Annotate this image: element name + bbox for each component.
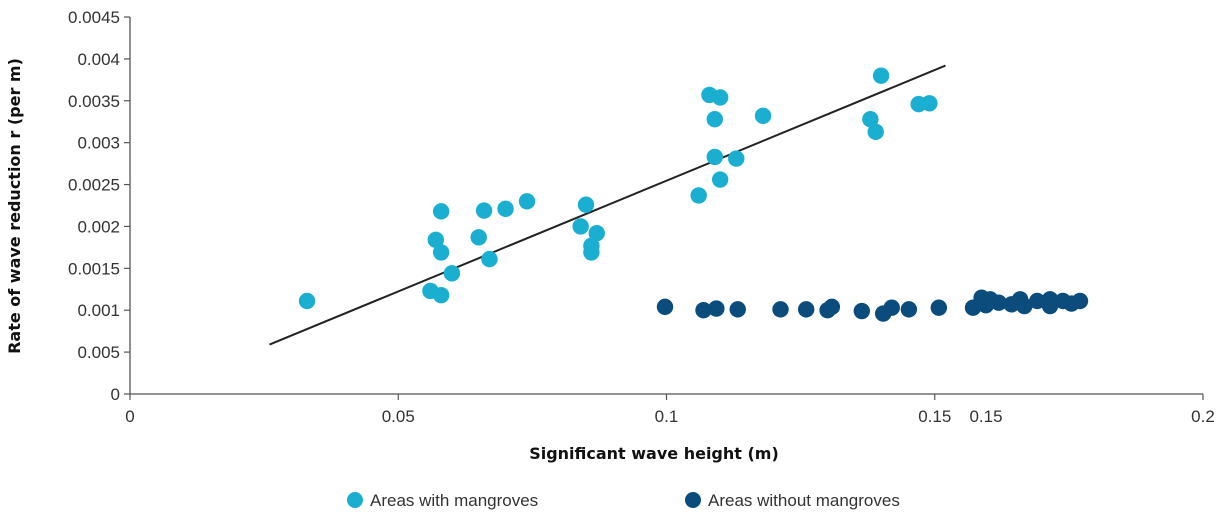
data-point — [711, 171, 729, 188]
data-point — [1071, 292, 1089, 310]
trendline-group — [269, 64, 946, 346]
data-point — [518, 193, 536, 210]
x-axis-title: Significant wave height (m) — [529, 444, 779, 463]
legend: Areas with mangroves Areas without mangr… — [347, 491, 900, 510]
data-point — [729, 301, 746, 318]
series-with-mangroves — [298, 67, 938, 310]
y-tick-label: 0.002 — [77, 217, 120, 236]
data-point — [900, 301, 918, 318]
data-point — [298, 292, 316, 310]
data-point — [427, 231, 445, 249]
data-point — [588, 224, 605, 242]
y-tick-label: 0 — [111, 385, 120, 404]
x-tick-label: 0.05 — [382, 407, 415, 426]
data-point — [1029, 292, 1046, 310]
y-tick-label: 0.003 — [77, 134, 120, 153]
data-point — [706, 148, 723, 166]
data-point — [853, 302, 871, 320]
data-point — [990, 294, 1007, 311]
data-point — [432, 244, 450, 261]
data-point — [470, 229, 487, 246]
data-point — [754, 107, 772, 125]
legend-label-with-mangroves: Areas with mangroves — [370, 491, 538, 510]
data-point — [572, 218, 589, 235]
data-point — [706, 111, 723, 128]
data-point — [1016, 297, 1033, 315]
data-point — [583, 237, 600, 254]
data-point — [872, 67, 890, 84]
data-point — [772, 301, 789, 318]
legend-item-without-mangroves: Areas without mangroves — [685, 491, 900, 510]
data-point — [475, 202, 493, 219]
data-point — [708, 300, 725, 317]
legend-swatch-without-mangroves — [685, 492, 701, 508]
y-tick-label: 0.001 — [77, 301, 120, 320]
data-point — [862, 111, 879, 128]
y-tick-label: 0.0025 — [68, 176, 120, 195]
data-point — [797, 301, 815, 318]
data-point — [930, 299, 948, 316]
x-tick-label-extra: 0.15 — [969, 407, 1002, 426]
data-point — [443, 265, 461, 282]
x-axis-ticks: 0 0.05 0.1 0.15 0.2 0.15 — [125, 394, 1215, 426]
data-points — [298, 67, 1089, 322]
trendline — [269, 64, 946, 346]
y-axis-title: Rate of wave reduction r (per m) — [5, 58, 24, 354]
data-point — [690, 187, 707, 204]
y-axis-ticks: 0 0.005 0.001 0.0015 0.002 0.0025 0.003 0.0035 0… — [68, 8, 130, 404]
data-point — [711, 89, 729, 106]
x-tick-label: 0 — [125, 407, 134, 426]
data-point — [656, 298, 674, 316]
data-point — [481, 250, 498, 268]
y-tick-label: 0.0035 — [68, 92, 120, 111]
y-tick-label: 0.0015 — [68, 259, 120, 278]
data-point — [921, 95, 938, 112]
data-point — [883, 299, 900, 316]
data-point — [695, 302, 712, 319]
data-point — [497, 200, 514, 218]
data-point — [728, 150, 745, 167]
y-tick-label: 0.0045 — [68, 8, 120, 27]
data-point — [432, 286, 450, 304]
series-without-mangroves — [656, 289, 1089, 322]
y-tick-label: 0.004 — [77, 50, 120, 69]
data-point — [432, 203, 450, 220]
legend-swatch-with-mangroves — [347, 492, 363, 508]
legend-item-with-mangroves: Areas with mangroves — [347, 491, 538, 510]
data-point — [823, 298, 841, 316]
axes — [129, 17, 1203, 395]
x-tick-label: 0.15 — [918, 407, 951, 426]
y-tick-label: 0.005 — [77, 343, 120, 362]
x-tick-label: 0.2 — [1191, 407, 1215, 426]
data-point — [1041, 291, 1059, 308]
data-point — [577, 196, 595, 213]
x-tick-label: 0.1 — [655, 407, 679, 426]
data-point — [867, 123, 884, 140]
legend-label-without-mangroves: Areas without mangroves — [708, 491, 900, 510]
